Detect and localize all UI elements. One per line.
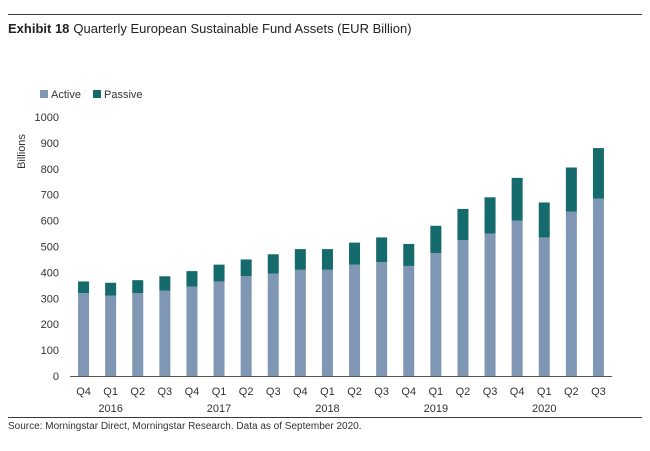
x-tick-label: Q4: [510, 386, 525, 398]
bar-active: [538, 237, 550, 376]
y-tick-label: 700: [41, 190, 59, 202]
title-text: Quarterly European Sustainable Fund Asse…: [73, 21, 412, 36]
y-tick-label: 1000: [35, 112, 59, 124]
bar-passive: [538, 202, 550, 238]
bar-passive: [321, 249, 333, 270]
x-year-label: 2017: [207, 403, 231, 415]
y-tick-label: 500: [41, 242, 59, 254]
x-tick-label: Q4: [76, 386, 91, 398]
x-tick-label: Q1: [429, 386, 444, 398]
bar-active: [511, 220, 523, 376]
bar-active: [565, 211, 577, 376]
bar-passive: [213, 264, 225, 282]
x-tick-label: Q4: [401, 386, 416, 398]
y-tick-label: 400: [41, 267, 59, 279]
bar-active: [132, 293, 144, 376]
x-tick-label: Q1: [320, 386, 335, 398]
x-tick-label: Q2: [239, 386, 254, 398]
legend-swatch-passive: [93, 90, 101, 98]
x-tick-label: Q1: [103, 386, 118, 398]
bar-active: [267, 273, 279, 376]
bar-active: [349, 264, 361, 376]
bar-active: [321, 269, 333, 376]
y-axis-label: Billions: [16, 134, 28, 169]
x-tick-label: Q4: [185, 386, 200, 398]
legend-label-active: Active: [51, 89, 81, 101]
bar-active: [159, 290, 171, 376]
bar-passive: [159, 276, 171, 291]
x-tick-label: Q2: [564, 386, 579, 398]
bar-passive: [78, 281, 90, 294]
bar-passive: [267, 254, 279, 274]
x-tick-label: Q1: [537, 386, 552, 398]
x-year-label: 2018: [315, 403, 339, 415]
y-tick-label: 200: [41, 319, 59, 331]
y-tick-label: 900: [41, 138, 59, 150]
bar-active: [186, 286, 198, 376]
bar-passive: [132, 280, 144, 294]
bar-active: [457, 240, 469, 376]
bar-active: [294, 269, 306, 376]
x-tick-label: Q2: [130, 386, 145, 398]
x-tick-label: Q3: [483, 386, 498, 398]
exhibit-label: Exhibit 18: [8, 21, 70, 36]
bar-active: [376, 262, 388, 376]
bottom-rule: [8, 417, 642, 418]
bar-passive: [565, 167, 577, 212]
bar-active: [105, 295, 117, 376]
y-tick-label: 0: [53, 371, 59, 383]
bar-passive: [457, 208, 469, 241]
x-tick-label: Q4: [293, 386, 308, 398]
bar-passive: [511, 177, 523, 221]
bar-active: [592, 198, 604, 376]
x-year-label: 2020: [532, 403, 556, 415]
x-tick-label: Q3: [591, 386, 606, 398]
bar-active: [484, 233, 496, 376]
bar-passive: [294, 249, 306, 270]
legend-swatch-active: [40, 90, 48, 98]
bar-active: [240, 276, 252, 376]
y-tick-label: 100: [41, 345, 59, 357]
y-tick-label: 600: [41, 216, 59, 228]
bar-passive: [430, 225, 442, 253]
x-tick-label: Q3: [158, 386, 173, 398]
y-tick-label: 300: [41, 293, 59, 305]
top-rule: [8, 14, 642, 15]
bar-passive: [186, 271, 198, 287]
x-tick-label: Q3: [374, 386, 389, 398]
y-tick-label: 800: [41, 164, 59, 176]
bar-passive: [240, 259, 252, 277]
x-tick-label: Q1: [212, 386, 227, 398]
x-year-label: 2016: [98, 403, 122, 415]
chart-title: Exhibit 18 Quarterly European Sustainable…: [8, 21, 412, 36]
bar-passive: [376, 237, 388, 263]
bar-active: [430, 252, 442, 376]
bar-passive: [403, 243, 415, 266]
bar-passive: [349, 242, 361, 265]
bar-passive: [105, 282, 117, 296]
legend-label-passive: Passive: [104, 89, 143, 101]
source-note: Source: Morningstar Direct, Morningstar …: [8, 421, 362, 432]
x-tick-label: Q2: [456, 386, 471, 398]
x-tick-label: Q3: [266, 386, 281, 398]
bar-active: [78, 293, 90, 376]
bar-active: [213, 281, 225, 376]
bar-active: [403, 265, 415, 376]
bar-passive: [484, 197, 496, 234]
x-tick-label: Q2: [347, 386, 362, 398]
x-year-label: 2019: [424, 403, 448, 415]
bar-passive: [592, 148, 604, 199]
